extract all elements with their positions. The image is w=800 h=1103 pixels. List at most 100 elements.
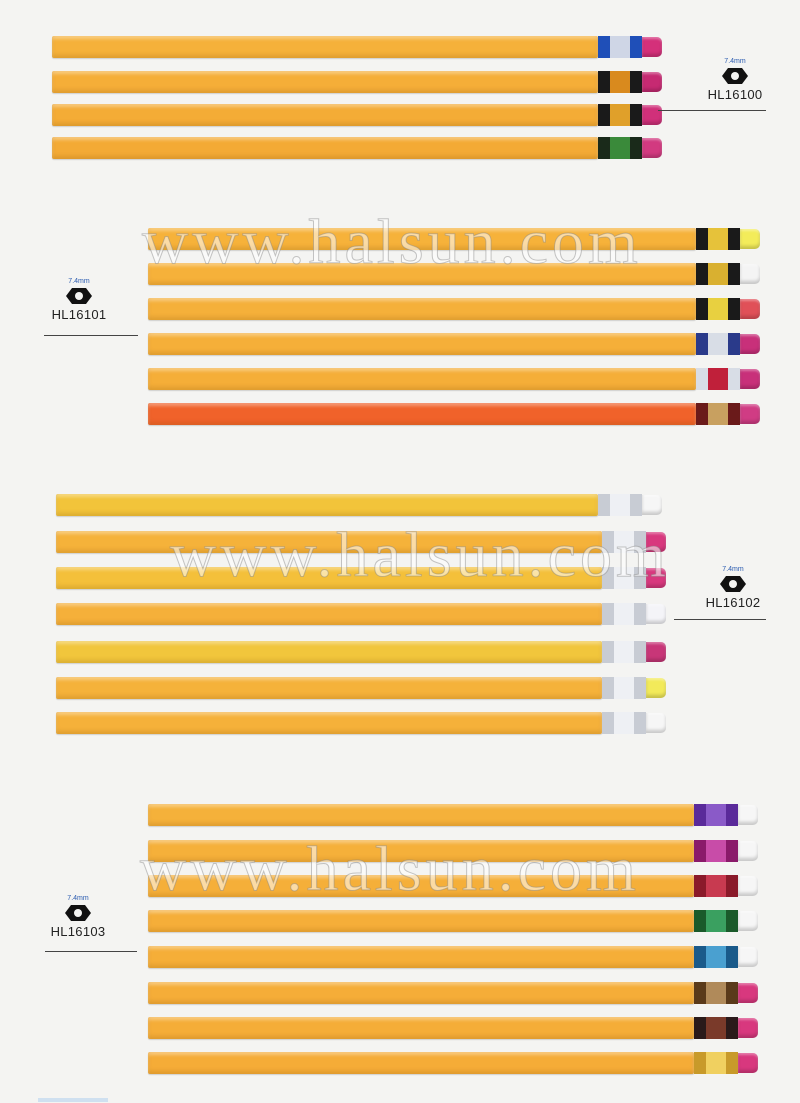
diameter-label: 7.4mm xyxy=(724,58,746,65)
hexagon-icon xyxy=(720,576,746,592)
ferrule-band xyxy=(706,1017,726,1039)
ferrule-band xyxy=(634,712,646,734)
pencil-eraser xyxy=(738,841,758,861)
pencil-ferrule xyxy=(694,804,738,826)
ferrule-band xyxy=(694,910,706,932)
pencil-ferrule xyxy=(694,1052,738,1074)
ferrule-band xyxy=(694,875,706,897)
pencil-eraser xyxy=(740,369,760,389)
pencil-body xyxy=(148,804,694,826)
hexagon-icon xyxy=(722,68,748,84)
ferrule-band xyxy=(598,494,610,516)
ferrule-band xyxy=(708,368,728,390)
pencil xyxy=(148,840,758,862)
pencil xyxy=(148,263,760,285)
pencil-ferrule xyxy=(694,946,738,968)
pencil-ferrule xyxy=(694,910,738,932)
pencil-body xyxy=(148,298,696,320)
ferrule-band xyxy=(694,840,706,862)
ferrule-band xyxy=(694,946,706,968)
pencil-eraser xyxy=(646,642,666,662)
ferrule-band xyxy=(726,840,738,862)
ferrule-band xyxy=(598,104,610,126)
ferrule-band xyxy=(708,333,728,355)
pencil xyxy=(52,71,662,93)
pencil xyxy=(148,228,760,250)
pencil-ferrule xyxy=(598,137,642,159)
ferrule-band xyxy=(602,603,614,625)
product-code: HL16102 xyxy=(705,595,761,610)
ferrule-band xyxy=(614,531,634,553)
pencil-body xyxy=(56,641,602,663)
pencil-eraser xyxy=(646,568,666,588)
pencil xyxy=(148,333,760,355)
pencil xyxy=(148,982,758,1004)
pencil-body xyxy=(148,403,696,425)
pencil-body xyxy=(52,71,598,93)
pencil-body xyxy=(148,333,696,355)
pencil-body xyxy=(56,603,602,625)
pencil-body xyxy=(56,531,602,553)
ferrule-band xyxy=(728,228,740,250)
ferrule-band xyxy=(706,1052,726,1074)
diameter-label: 7.4mm xyxy=(67,895,89,902)
ferrule-band xyxy=(728,263,740,285)
diameter-label: 7.4mm xyxy=(68,278,90,285)
ferrule-band xyxy=(706,982,726,1004)
ferrule-band xyxy=(610,137,630,159)
label-underline xyxy=(674,619,766,620)
pencil-eraser xyxy=(738,1053,758,1073)
pencil-body xyxy=(148,875,694,897)
pencil-body xyxy=(148,228,696,250)
pencil-body xyxy=(56,677,602,699)
pencil xyxy=(56,567,666,589)
ferrule-band xyxy=(706,875,726,897)
pencil-ferrule xyxy=(696,403,740,425)
ferrule-band xyxy=(726,804,738,826)
ferrule-band xyxy=(602,641,614,663)
ferrule-band xyxy=(598,36,610,58)
pencil xyxy=(148,1017,758,1039)
pencil xyxy=(56,494,662,516)
pencil-body xyxy=(148,1017,694,1039)
pencil-ferrule xyxy=(696,368,740,390)
ferrule-band xyxy=(708,403,728,425)
pencil xyxy=(52,36,662,58)
pencil xyxy=(148,910,758,932)
ferrule-band xyxy=(630,494,642,516)
ferrule-band xyxy=(696,228,708,250)
ferrule-band xyxy=(634,677,646,699)
ferrule-band xyxy=(630,104,642,126)
ferrule-band xyxy=(614,677,634,699)
ferrule-band xyxy=(630,137,642,159)
pencil-ferrule xyxy=(602,677,646,699)
ferrule-band xyxy=(726,1017,738,1039)
ferrule-band xyxy=(726,1052,738,1074)
pencil-ferrule xyxy=(602,567,646,589)
pencil-body xyxy=(148,1052,694,1074)
product-code: HL16101 xyxy=(51,307,107,322)
ferrule-band xyxy=(602,677,614,699)
ferrule-band xyxy=(708,263,728,285)
hexagon-icon xyxy=(65,905,91,921)
pencil-eraser xyxy=(740,229,760,249)
ferrule-band xyxy=(706,804,726,826)
label-underline xyxy=(45,951,137,952)
pencil-body xyxy=(52,104,598,126)
diameter-label: 7.4mm xyxy=(722,566,744,573)
ferrule-band xyxy=(728,368,740,390)
pencil-ferrule xyxy=(696,333,740,355)
product-label: 7.4mm HL16100 xyxy=(658,58,780,111)
ferrule-band xyxy=(610,36,630,58)
pencil xyxy=(56,603,666,625)
pencil-body xyxy=(56,494,598,516)
ferrule-band xyxy=(602,567,614,589)
pencil xyxy=(148,875,758,897)
pencil-body xyxy=(56,712,602,734)
ferrule-band xyxy=(694,982,706,1004)
pencil-eraser xyxy=(738,876,758,896)
pencil xyxy=(56,641,666,663)
pencil-eraser xyxy=(642,495,662,515)
ferrule-band xyxy=(598,71,610,93)
pencil-eraser xyxy=(642,138,662,158)
